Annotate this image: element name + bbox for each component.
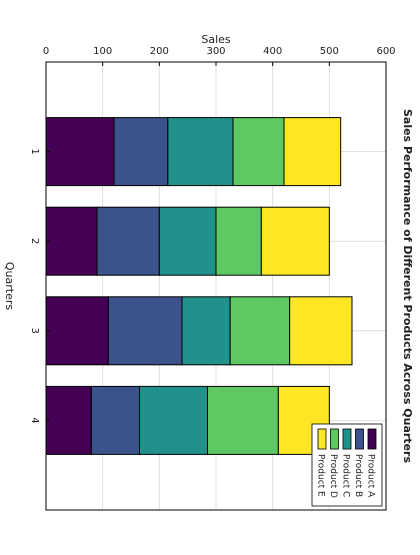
bar-segment xyxy=(181,296,231,366)
bar-segment xyxy=(167,117,234,187)
legend-swatch xyxy=(317,428,327,450)
legend-box xyxy=(311,423,383,507)
x-tick-label: 2 xyxy=(29,238,40,244)
x-tick-label: 1 xyxy=(29,148,40,154)
bar-segment xyxy=(232,117,285,187)
x-axis-title: Quarters xyxy=(3,262,16,310)
y-tick-label: 600 xyxy=(376,46,395,57)
bar-segment xyxy=(289,296,353,366)
bar-segment xyxy=(158,206,217,276)
bar-segment xyxy=(260,206,330,276)
bar-segment xyxy=(45,385,92,455)
bar-segment xyxy=(139,385,208,455)
bar-segment xyxy=(206,385,279,455)
y-tick-label: 100 xyxy=(93,46,112,57)
bar-stacks xyxy=(45,117,353,455)
legend-label: Product A xyxy=(366,454,376,498)
bar-segment xyxy=(113,117,169,187)
legend-swatch xyxy=(330,428,339,450)
bar-segment xyxy=(107,296,183,366)
chart-title: Sales Performance of Different Products … xyxy=(401,109,414,463)
y-tick-label: 500 xyxy=(320,46,339,57)
axis-ticks: 0 100 200 300 400 500 600 1 2 3 4 xyxy=(29,46,396,424)
legend-label: Product C xyxy=(341,454,351,497)
bar-segment xyxy=(45,117,115,187)
x-tick-label: 4 xyxy=(29,417,40,423)
legend-label: Product B xyxy=(353,454,363,497)
legend-label: Product E xyxy=(316,454,326,497)
bar-segment xyxy=(215,206,262,276)
bar-segment xyxy=(45,296,109,366)
y-tick-label: 200 xyxy=(150,46,169,57)
bar-segment xyxy=(283,117,342,187)
y-tick-label: 0 xyxy=(43,46,49,57)
bar-segment xyxy=(90,385,140,455)
legend-label: Product D xyxy=(328,454,338,498)
legend-swatch xyxy=(367,428,377,450)
bar-segment xyxy=(96,206,160,276)
y-tick-label: 300 xyxy=(206,46,225,57)
y-axis-title: Sales xyxy=(201,33,231,46)
y-tick-label: 400 xyxy=(263,46,282,57)
x-tick-label: 3 xyxy=(29,328,40,334)
legend-swatch xyxy=(342,428,352,450)
bar-segment xyxy=(45,206,98,276)
legend-swatch xyxy=(355,428,364,450)
bar-segment xyxy=(229,296,291,366)
